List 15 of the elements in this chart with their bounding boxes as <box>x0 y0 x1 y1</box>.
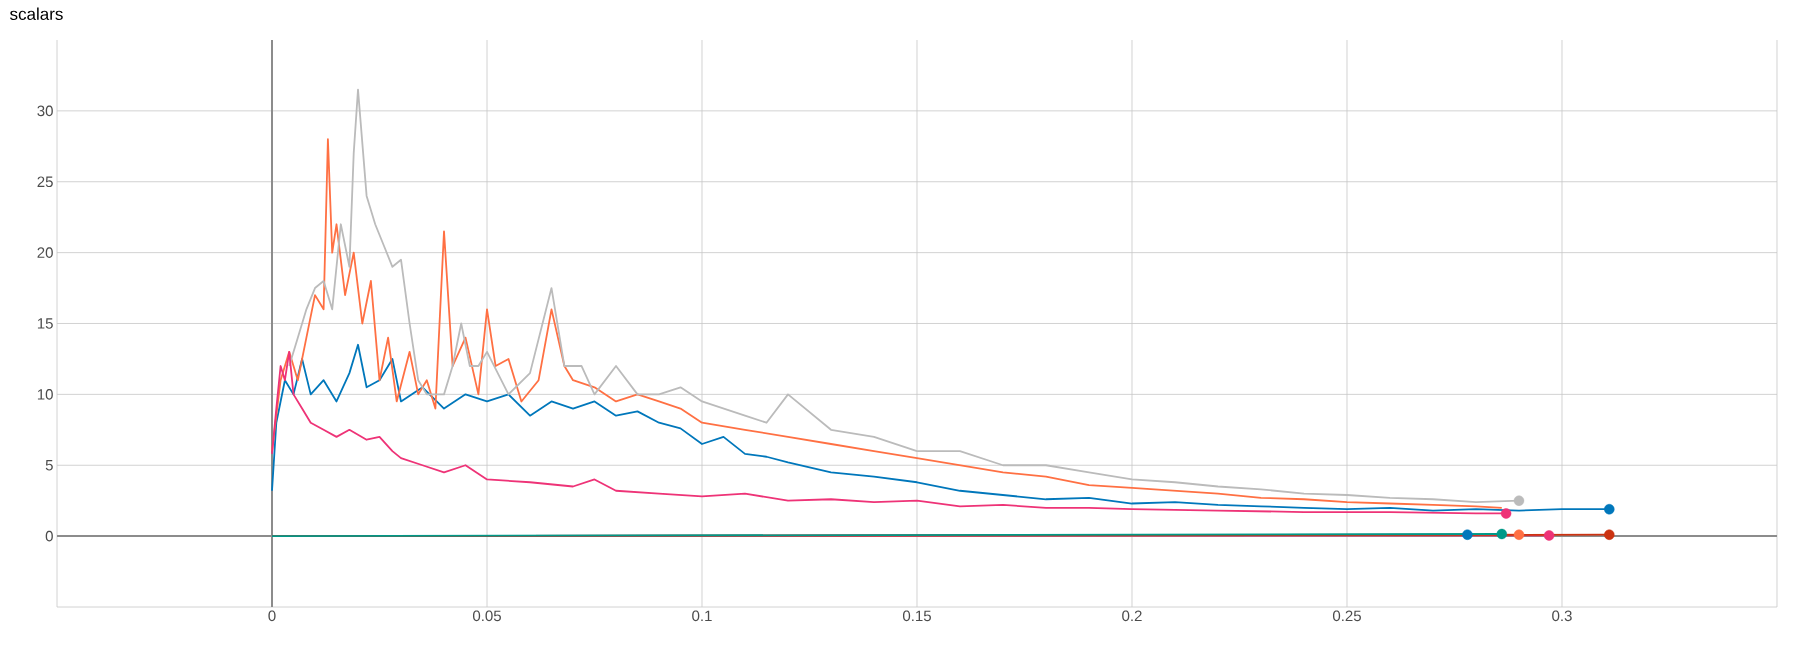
x-tick-label: 0.25 <box>1332 610 1361 622</box>
y-tick-label: 25 <box>37 176 53 188</box>
x-tick-label: 0 <box>268 610 276 622</box>
x-tick-label: 0.3 <box>1552 610 1572 622</box>
y-tick-label: 5 <box>45 460 53 471</box>
x-tick-label: 0.05 <box>472 610 501 622</box>
y-tick-label: 15 <box>37 318 53 329</box>
x-tick-label: 0.15 <box>902 610 931 622</box>
y-tick-label: 30 <box>37 105 53 117</box>
y-tick-label: 10 <box>37 389 53 400</box>
y-tick-label: 0 <box>45 530 53 542</box>
x-tick-label: 0.2 <box>1122 610 1142 622</box>
y-tick-label: 20 <box>37 247 53 258</box>
chart-title: scalars <box>10 7 63 21</box>
x-tick-label: 0.1 <box>692 610 712 622</box>
